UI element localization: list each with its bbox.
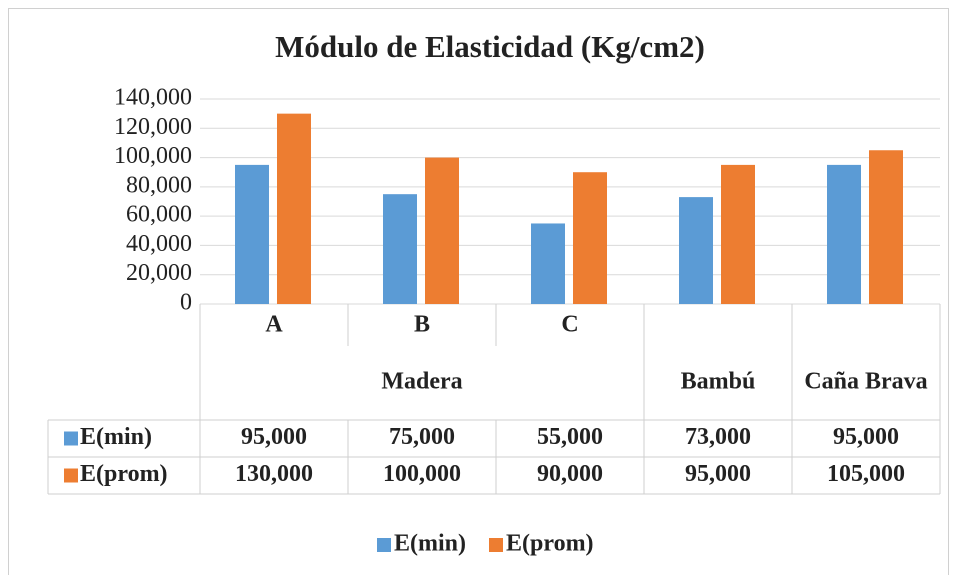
y-tick-label: 40,000	[126, 231, 192, 257]
bar	[827, 164, 861, 304]
table-series-label: E(prom)	[80, 461, 168, 487]
bar	[721, 164, 755, 304]
y-tick-label: 60,000	[126, 202, 192, 228]
x-tick-label: B	[414, 312, 430, 338]
y-tick-label: 0	[180, 290, 192, 316]
y-tick-label: 140,000	[114, 85, 192, 111]
x-tick-label: A	[265, 312, 283, 338]
legend-label: E(prom)	[506, 531, 594, 557]
table-value: 75,000	[389, 424, 455, 450]
table-series-label: E(min)	[80, 424, 152, 450]
bar	[235, 164, 269, 304]
bar	[425, 157, 459, 304]
legend-label: E(min)	[394, 531, 466, 557]
bar	[679, 197, 713, 304]
x-tick-label: C	[561, 312, 578, 338]
bar	[573, 172, 607, 304]
table-legend-key	[64, 431, 78, 446]
bar	[869, 150, 903, 304]
group-label: Caña Brava	[804, 369, 927, 395]
y-tick-label: 80,000	[126, 172, 192, 198]
table-value: 73,000	[685, 424, 751, 450]
table-value: 95,000	[833, 424, 899, 450]
group-label: Madera	[381, 369, 462, 395]
legend-key	[489, 538, 503, 552]
y-tick-label: 20,000	[126, 260, 192, 286]
table-value: 100,000	[383, 461, 461, 487]
table-value: 95,000	[241, 424, 307, 450]
y-tick-label: 120,000	[114, 114, 192, 140]
table-value: 90,000	[537, 461, 603, 487]
chart-title: Módulo de Elasticidad (Kg/cm2)	[275, 29, 705, 64]
y-tick-label: 100,000	[114, 143, 192, 169]
table-value: 95,000	[685, 461, 751, 487]
table-value: 130,000	[235, 461, 313, 487]
group-label: Bambú	[681, 369, 756, 395]
bar	[277, 113, 311, 305]
table-legend-key	[64, 468, 78, 483]
table-value: 105,000	[827, 461, 905, 487]
bar	[383, 194, 417, 304]
table-value: 55,000	[537, 424, 603, 450]
bar	[531, 223, 565, 304]
legend-key	[377, 538, 391, 552]
